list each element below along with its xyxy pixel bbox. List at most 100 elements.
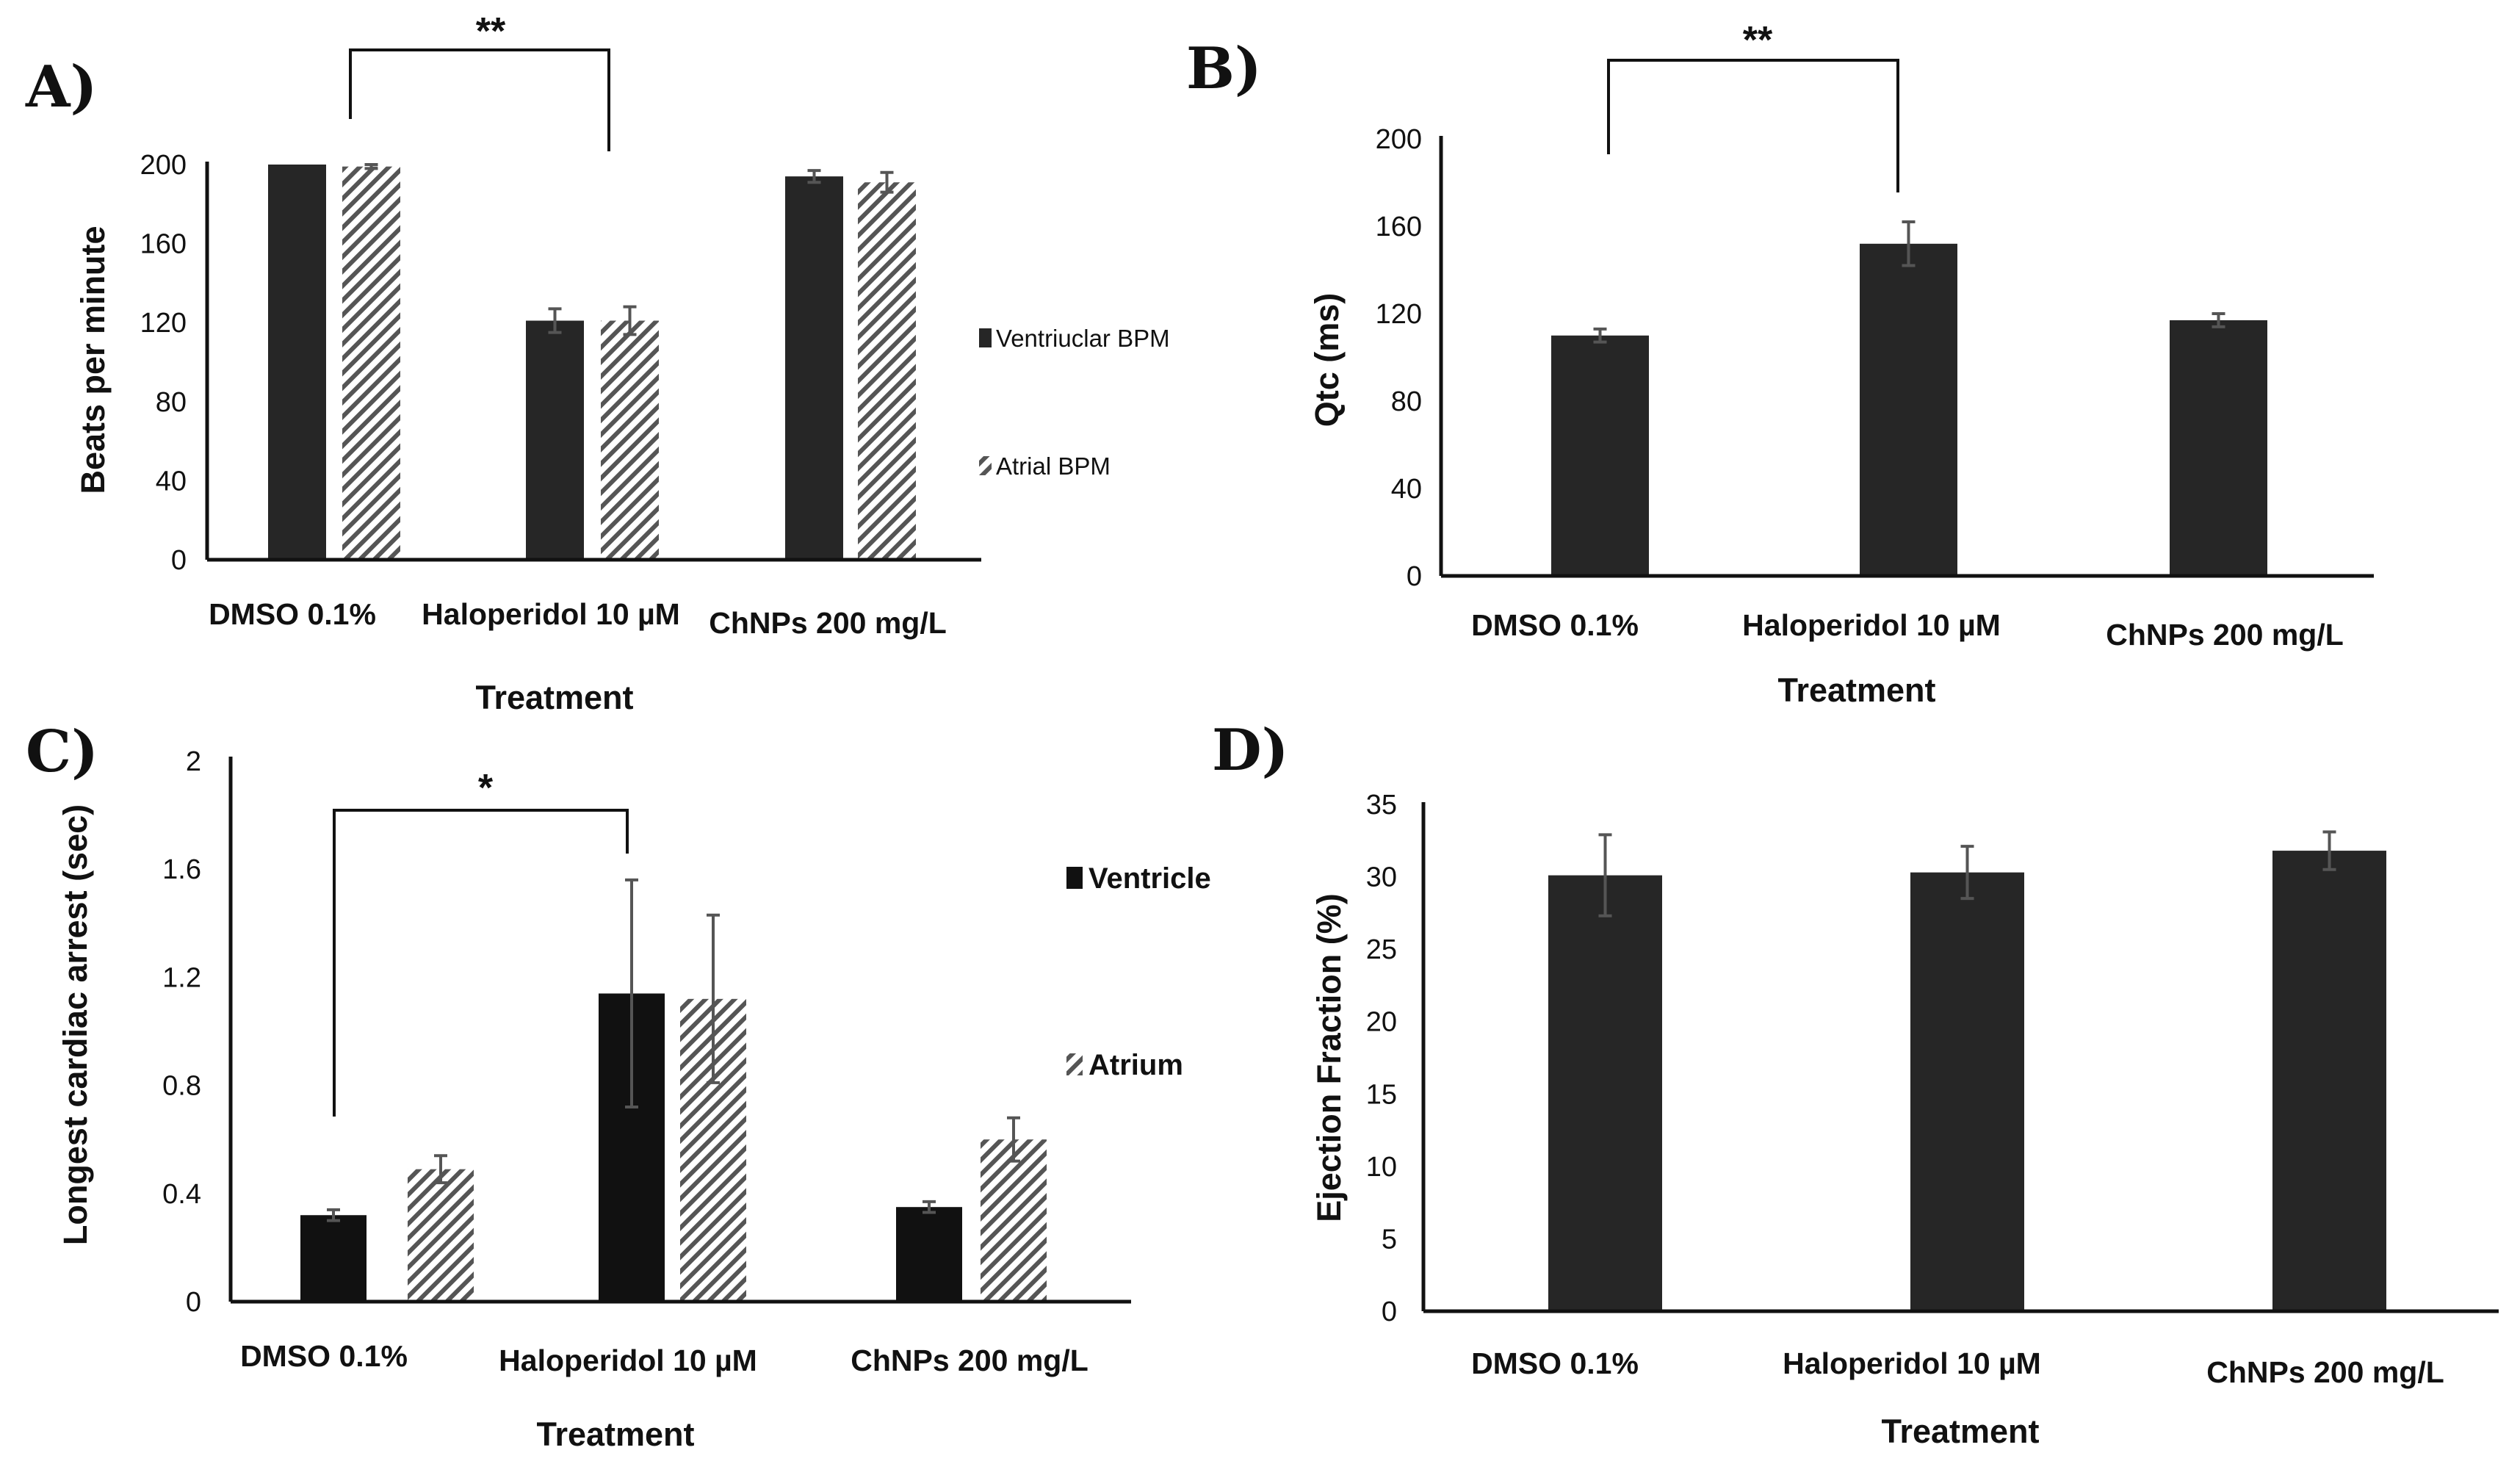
panel-c-error-bar [327,1208,340,1222]
panel-a-significance-label: ** [476,10,506,53]
panel-b-y-axis-title: Qtc (ms) [1308,293,1346,428]
panel-c-significance-bracket [333,809,629,1117]
panel-c: C) 0 0.4 0.8 1.2 1.6 2 DMSO 0.1% Haloperidol … [26,718,1211,1453]
panel-d-y-tick-label: 25 [1366,934,1397,965]
panel-a-error-bar [364,163,378,170]
panel-d-error-bar [1960,845,1974,901]
panel-a-label: A) [25,54,97,120]
panel-d-y-tick-label: 20 [1366,1007,1397,1038]
panel-b-y-tick-label: 0 [1407,561,1422,592]
panel-a-category-label: ChNPs 200 mg/L [709,606,947,640]
panel-a-y-tick-label: 80 [156,387,187,418]
panel-b-category-label: Haloperidol 10 µM [1742,608,2001,642]
panel-a-bar-hatch-0 [342,166,400,560]
panel-d-y-tick-label: 15 [1366,1079,1397,1110]
panel-a-bar-hatch-2 [858,182,916,560]
panel-d-bar-solid-1 [1910,872,2024,1311]
panel-b-y-tick-label: 80 [1391,386,1422,417]
panel-c-x-axis-title: Treatment [536,1416,694,1453]
panel-d-x-axis-title: Treatment [1881,1413,2039,1450]
panel-a-error-bar [548,307,562,334]
panel-d-label: D) [1212,717,1289,784]
panel-a-error-bar [880,170,894,194]
panel-b-bar-solid-2 [2170,320,2267,576]
panel-c-y-tick-label: 2 [186,746,201,777]
panel-a-bar-hatch-1 [601,320,659,560]
panel-c-error-bar [434,1154,447,1185]
panel-d-bar-solid-0 [1548,875,1662,1311]
panel-d-y-axis-title: Ejection Fraction (%) [1310,893,1348,1222]
panel-d-category-label: ChNPs 200 mg/L [2206,1355,2444,1389]
panel-a-bar-solid-1 [526,320,584,560]
panel-a-bar-solid-0 [268,165,326,560]
panel-a-legend-swatch-atrial [979,456,992,475]
panel-a-category-label: Haloperidol 10 µM [422,597,680,631]
panel-a-significance-bracket [349,48,610,151]
panel-d-y-tick-label: 5 [1382,1224,1397,1255]
panel-d-bar-solid-2 [2272,851,2386,1311]
panel-a-category-label: DMSO 0.1% [209,597,376,631]
panel-a-legend-label-ventricular: Ventriuclar BPM [996,325,1170,352]
panel-a-y-axis-title: Beats per minute [74,226,112,494]
panel-d-y-tick-label: 35 [1366,790,1397,821]
panel-d-category-label: DMSO 0.1% [1471,1346,1639,1380]
panel-c-label: C) [26,718,98,785]
panel-a-x-axis-title: Treatment [475,679,633,716]
panel-b-category-label: ChNPs 200 mg/L [2106,618,2344,652]
panel-c-y-tick-label: 1.6 [162,854,201,885]
panel-a-y-tick-label: 40 [156,466,187,497]
panel-b-y-tick-label: 120 [1376,299,1422,330]
panel-d-category-label: Haloperidol 10 µM [1783,1346,2041,1380]
panel-d-y-tick-label: 10 [1366,1152,1397,1183]
panel-c-y-tick-label: 0 [186,1287,201,1318]
panel-c-significance-label: * [478,767,494,809]
panel-b-y-tick-label: 40 [1391,474,1422,505]
panel-a-y-tick-label: 0 [171,545,187,576]
panel-b-significance-label: ** [1743,19,1773,62]
panel-b-x-axis-title: Treatment [1777,671,1935,709]
panel-a-y-tick-label: 120 [140,308,187,339]
panel-b: B) 0 40 80 120 160 200 DMSO 0.1% Haloperidol … [1186,19,2374,709]
panel-b-bar-solid-1 [1860,243,1957,576]
panel-c-error-bar [1007,1116,1020,1163]
panel-c-bar-solid-2 [896,1207,962,1302]
panel-c-legend-swatch-atrium [1066,1053,1083,1075]
panel-a: A) 0 40 80 120 160 200 DMSO 0.1% Haloperidol … [25,10,1170,716]
panel-a-error-bar [623,305,637,336]
panel-c-legend-label-atrium: Atrium [1088,1049,1183,1081]
panel-a-y-tick-label: 200 [140,150,187,181]
panel-b-bar-solid-0 [1551,335,1649,576]
panel-c-bar-hatch-0 [408,1169,474,1302]
panel-c-error-bar [707,913,720,1084]
panel-c-bar-solid-0 [300,1215,367,1302]
panel-b-y-tick-label: 200 [1376,124,1422,155]
panel-a-legend-swatch-ventricular [979,328,992,347]
panel-d-error-bar [1598,833,1612,917]
panel-d-y-tick-label: 0 [1382,1297,1397,1327]
panel-a-error-bar [807,169,821,184]
panel-d: D) 0 5 10 15 20 25 30 35 DMSO 0.1% Haloperidol … [1212,717,2499,1450]
panel-b-error-bar [1902,220,1916,267]
panel-d-error-bar [2322,830,2336,871]
panel-c-category-label: ChNPs 200 mg/L [851,1344,1088,1377]
panel-a-legend-label-atrial: Atrial BPM [996,452,1111,480]
panel-c-category-label: DMSO 0.1% [240,1339,408,1373]
panel-b-error-bar [2212,312,2225,328]
panel-a-y-tick-label: 160 [140,229,187,260]
panel-b-y-tick-label: 160 [1376,212,1422,242]
panel-c-bar-hatch-2 [981,1139,1047,1302]
panel-c-category-label: Haloperidol 10 µM [499,1344,757,1377]
panel-a-bar-solid-2 [785,176,843,560]
panel-c-legend-label-ventricle: Ventricle [1088,862,1211,895]
panel-b-significance-bracket [1607,59,1899,192]
panel-c-y-axis-title: Longest cardiac arrest (sec) [57,804,94,1245]
panel-c-y-tick-label: 1.2 [162,962,201,993]
panel-c-error-bar [625,878,638,1109]
panel-c-error-bar [923,1200,936,1214]
panel-b-label: B) [1186,35,1262,102]
panel-b-error-bar [1593,327,1607,344]
panel-d-y-tick-label: 30 [1366,862,1397,893]
panel-c-y-tick-label: 0.4 [162,1179,201,1210]
panel-c-y-tick-label: 0.8 [162,1071,201,1102]
